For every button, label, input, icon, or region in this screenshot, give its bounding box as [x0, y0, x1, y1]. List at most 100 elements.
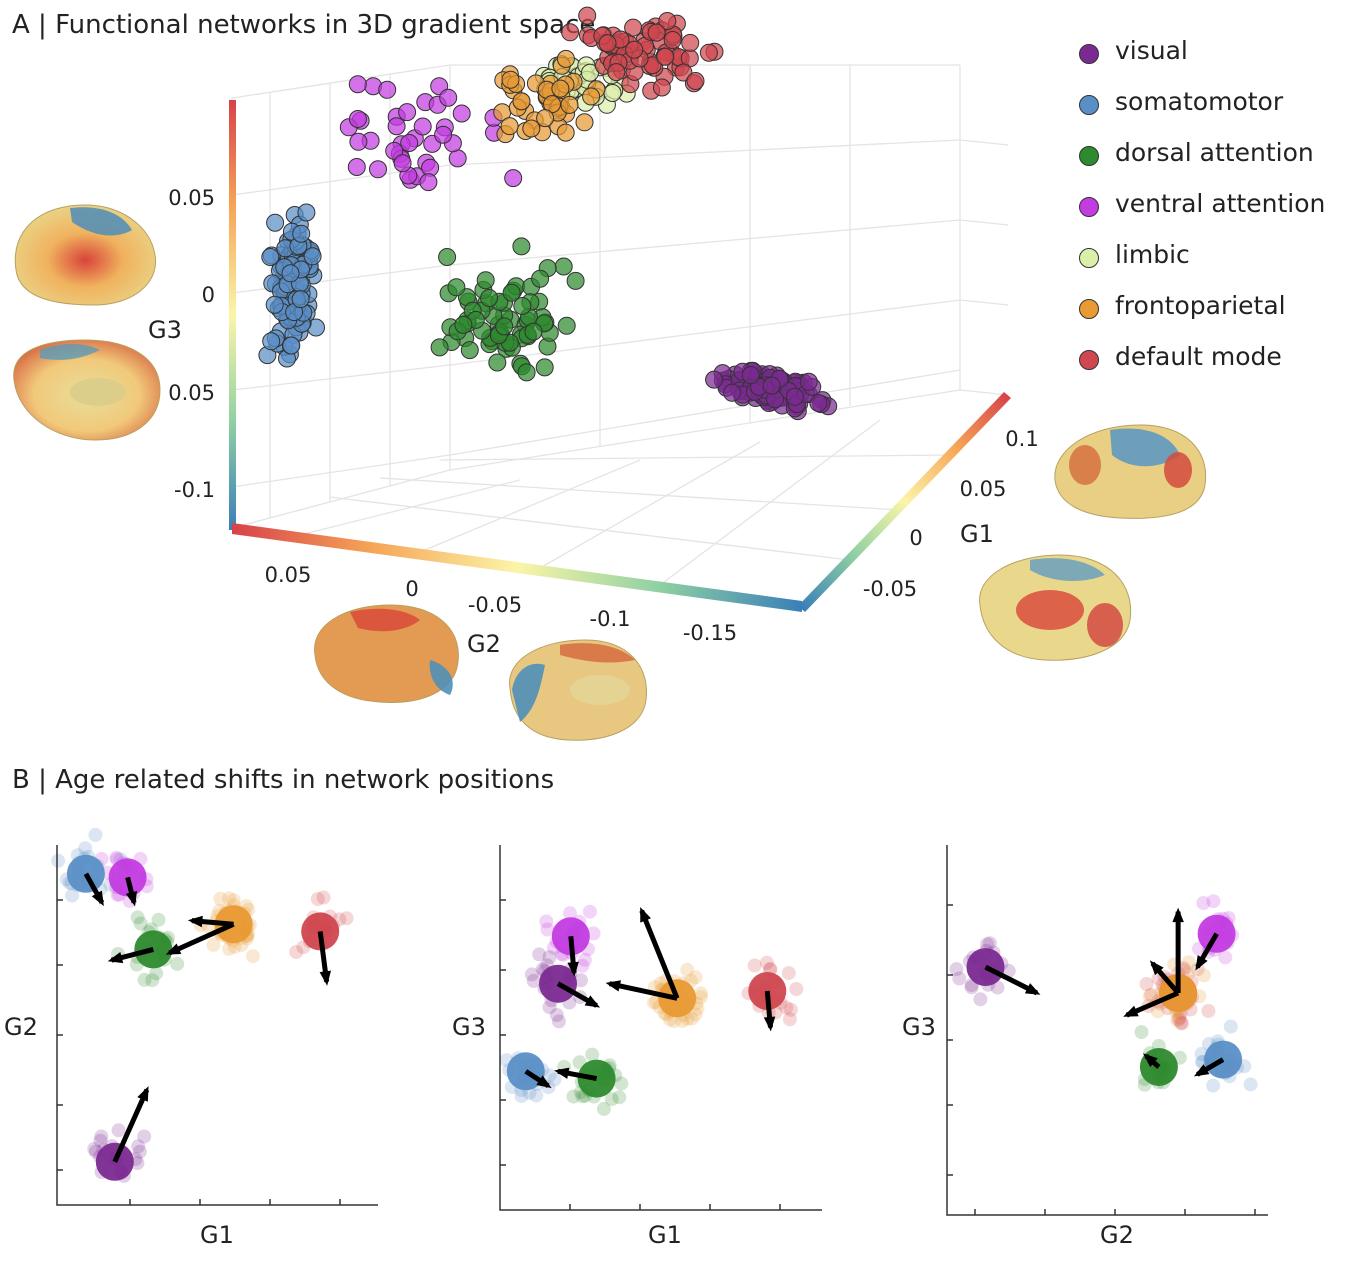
point-3d-ventral-attention	[348, 75, 367, 94]
g1-g2-ticks	[57, 899, 341, 1205]
shift-arrowhead-somatomotor	[536, 1075, 552, 1089]
bg-point-visual	[130, 1156, 145, 1171]
brain-g2-medial	[509, 639, 647, 741]
bg-point-frontoparietal	[222, 941, 237, 956]
bg-point-default-mode	[789, 982, 804, 996]
bg-point-frontoparietal	[1150, 1004, 1165, 1019]
panel-b-g1-g3-plot: G1 G3	[452, 845, 822, 1249]
g1-g2-shift-arrows	[66, 854, 340, 1181]
brain-g1-lateral	[1054, 424, 1207, 519]
shift-arrowhead-dorsal-attention	[107, 951, 124, 964]
g3-colorbar-axis	[229, 100, 236, 530]
point-3d-default-mode	[607, 63, 626, 82]
point-3d-limbic	[603, 84, 622, 102]
shift-arrowhead-visual	[584, 995, 601, 1008]
bg-point-visual	[87, 1142, 102, 1156]
point-3d-frontoparietal	[500, 117, 519, 136]
bg-point-visual	[137, 1129, 152, 1144]
shift-arrowhead-frontoparietal	[187, 915, 203, 928]
bg-point-ventral-attention	[540, 922, 555, 937]
point-3d-dorsal-attention	[460, 341, 479, 360]
bg-point-visual	[542, 950, 557, 965]
shift-arrowhead-somatomotor	[91, 890, 104, 907]
g1-g2-xlabel: G1	[200, 1221, 234, 1249]
bg-point-ventral-attention	[577, 952, 592, 967]
point-3d-somatomotor	[292, 224, 311, 243]
legend-swatch-dorsal-attention	[1079, 146, 1099, 166]
point-3d-dorsal-attention	[502, 283, 521, 302]
bg-point-frontoparietal	[222, 891, 236, 906]
bg-point-default-mode	[1171, 1012, 1186, 1027]
point-3d-ventral-attention	[378, 80, 397, 99]
g1-g3-ticks	[500, 899, 781, 1210]
point-3d-dorsal-attention	[438, 248, 457, 266]
point-3d-ventral-attention	[385, 141, 404, 160]
panel-b-g1-g2-plot: G1 G2	[4, 827, 378, 1249]
shift-arrowhead-visual	[1024, 983, 1041, 995]
legend-swatch-visual	[1079, 44, 1099, 64]
point-3d-default-mode	[681, 33, 700, 52]
point-3d-somatomotor	[266, 213, 285, 232]
point-3d-ventral-attention	[349, 132, 368, 151]
bg-point-default-mode	[1174, 1015, 1188, 1030]
shift-arrowhead-default-mode	[763, 1016, 776, 1032]
3d-gradient-plot: 0.05 0 0.05 -0.1 0.05 0 -0.05 -0.1 -0.15…	[148, 6, 1039, 658]
point-3d-frontoparietal	[536, 109, 555, 128]
point-3d-somatomotor	[291, 290, 310, 309]
point-3d-dorsal-attention	[488, 353, 507, 372]
bg-point-visual	[132, 1144, 147, 1159]
point-3d-frontoparietal	[575, 113, 594, 132]
g1-tick-label: 0.1	[1005, 427, 1038, 451]
g1-axis-label: G1	[960, 520, 994, 548]
point-3d-dorsal-attention	[554, 257, 573, 276]
bg-point-visual	[952, 971, 967, 986]
g1-g3-ylabel: G3	[452, 1013, 486, 1041]
g2-g3-shift-arrows	[966, 907, 1243, 1086]
bg-point-frontoparietal	[684, 1011, 699, 1026]
point-3d-ventral-attention	[387, 117, 406, 136]
bg-point-default-mode	[782, 1012, 797, 1027]
bg-point-default-mode	[316, 890, 331, 905]
bg-point-visual	[524, 967, 539, 982]
point-3d-frontoparietal	[582, 87, 601, 106]
point-3d-visual	[762, 376, 781, 395]
bg-point-ventral-attention	[563, 906, 577, 921]
bg-point-visual	[551, 1014, 566, 1029]
legend-label: somatomotor	[1115, 87, 1284, 116]
bg-point-dorsal-attention	[614, 1076, 629, 1091]
brain-g2-lateral	[314, 604, 459, 703]
bg-point-default-mode	[759, 955, 774, 970]
bg-point-default-mode	[781, 966, 796, 981]
point-3d-dorsal-attention	[476, 271, 495, 290]
bg-point-frontoparietal	[675, 1013, 690, 1028]
legend-label: frontoparietal	[1115, 291, 1286, 320]
bg-point-frontoparietal	[245, 949, 260, 964]
point-3d-dorsal-attention	[531, 269, 550, 288]
bg-point-default-mode	[1172, 1010, 1187, 1025]
g1-colorbar-axis	[798, 392, 1011, 612]
point-3d-default-mode	[658, 12, 677, 30]
bg-point-somatomotor	[88, 827, 103, 842]
shift-arrowhead-ventral-attention	[1195, 955, 1208, 971]
bg-point-visual	[990, 980, 1005, 995]
point-3d-frontoparietal	[512, 92, 531, 111]
legend-label: visual	[1115, 36, 1188, 65]
network-centroid-dorsal-attention	[1139, 1048, 1178, 1086]
g2-g3-ylabel: G3	[902, 1013, 936, 1041]
bg-point-visual	[542, 1000, 557, 1015]
bg-point-default-mode	[747, 958, 762, 973]
point-3d-frontoparietal	[556, 123, 575, 142]
shift-arrow-frontoparietal	[168, 921, 235, 956]
point-3d-ventral-attention	[400, 134, 419, 152]
point-3d-default-mode	[578, 6, 597, 25]
point-3d-ventral-attention	[439, 88, 458, 107]
shift-arrowhead-frontoparietal	[165, 943, 182, 955]
legend-label: ventral attention	[1115, 189, 1326, 218]
point-3d-ventral-attention	[348, 110, 367, 128]
shift-arrowhead-default-mode	[1172, 907, 1184, 923]
panel-b-title: B | Age related shifts in network positi…	[12, 765, 555, 795]
point-3d-frontoparietal	[560, 95, 579, 114]
shift-arrowhead-frontoparietal	[605, 980, 621, 992]
bg-point-visual	[549, 1008, 564, 1022]
